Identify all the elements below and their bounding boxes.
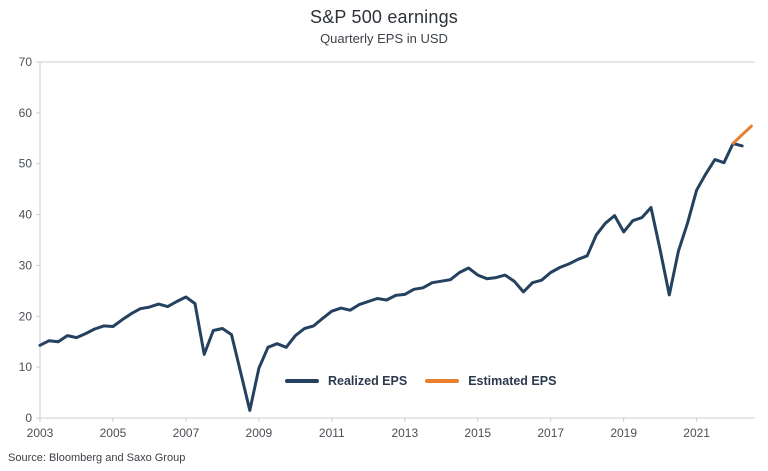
y-tick-label: 0 xyxy=(25,411,32,425)
legend-label-estimated: Estimated EPS xyxy=(468,374,557,388)
y-tick-label: 70 xyxy=(19,55,33,69)
x-tick-label: 2017 xyxy=(537,426,564,440)
x-tick-label: 2011 xyxy=(319,426,345,440)
y-tick-label: 50 xyxy=(19,157,33,171)
y-tick-label: 20 xyxy=(19,309,33,323)
x-tick-label: 2005 xyxy=(100,426,127,440)
legend-label-realized: Realized EPS xyxy=(328,374,408,388)
x-tick-label: 2021 xyxy=(683,426,710,440)
x-tick-label: 2003 xyxy=(27,426,54,440)
estimated-line-swatch xyxy=(425,379,460,383)
x-tick-label: 2009 xyxy=(246,426,273,440)
x-tick-label: 2013 xyxy=(391,426,418,440)
x-tick-label: 2019 xyxy=(610,426,637,440)
chart-subtitle: Quarterly EPS in USD xyxy=(320,31,448,46)
y-tick-label: 30 xyxy=(19,258,33,272)
realized-eps-line xyxy=(38,141,744,412)
x-tick-label: 2015 xyxy=(464,426,491,440)
legend-item-realized: Realized EPS xyxy=(285,374,407,388)
x-tick-label: 2007 xyxy=(173,426,200,440)
estimated-eps-line xyxy=(731,124,753,145)
chart-legend: Realized EPS Estimated EPS xyxy=(285,374,574,388)
source-note: Source: Bloomberg and Saxo Group xyxy=(8,452,186,464)
realized-line-swatch xyxy=(285,379,319,383)
y-tick-label: 10 xyxy=(19,360,33,374)
y-tick-label: 40 xyxy=(19,208,33,222)
legend-item-estimated: Estimated EPS xyxy=(425,374,556,388)
y-tick-label: 60 xyxy=(19,106,33,120)
chart-title: S&P 500 earnings xyxy=(310,7,458,27)
